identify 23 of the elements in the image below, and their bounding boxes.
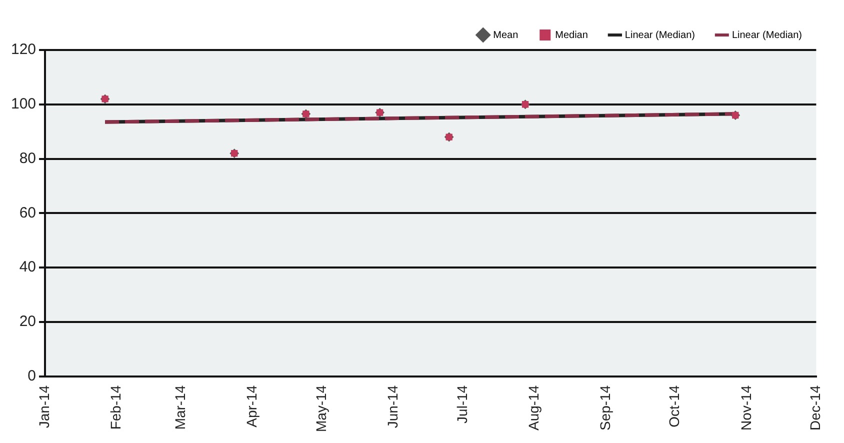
legend-label: Linear (Median)	[732, 30, 802, 41]
x-tick-label: Sep-14	[596, 385, 613, 430]
x-tick-label: Jan-14	[36, 385, 52, 428]
x-tick-label: Feb-14	[107, 385, 124, 430]
x-tick-label: Mar-14	[172, 385, 188, 430]
y-tick-label: 80	[19, 150, 36, 167]
y-tick-label: 40	[19, 258, 36, 276]
x-tick-label: Jun-14	[384, 385, 401, 428]
x-tick-label: Apr-14	[244, 385, 260, 428]
legend-label: Mean	[493, 30, 518, 41]
y-tick-label: 60	[19, 204, 36, 222]
x-tick-label: Dec-14	[807, 385, 824, 430]
x-tick-label: Aug-14	[525, 385, 542, 430]
x-tick-label: Jul-14	[454, 385, 470, 424]
y-tick-label: 100	[10, 96, 36, 113]
y-tick-label: 0	[28, 367, 36, 384]
x-tick-label: May-14	[312, 385, 329, 432]
y-tick-label: 20	[19, 313, 36, 330]
x-tick-label: Oct-14	[666, 385, 682, 428]
y-tick-label: 120	[10, 41, 36, 58]
legend-label: Median	[555, 30, 588, 41]
legend-label: Linear (Median)	[624, 30, 695, 41]
x-tick-label: Nov-14	[738, 385, 754, 430]
